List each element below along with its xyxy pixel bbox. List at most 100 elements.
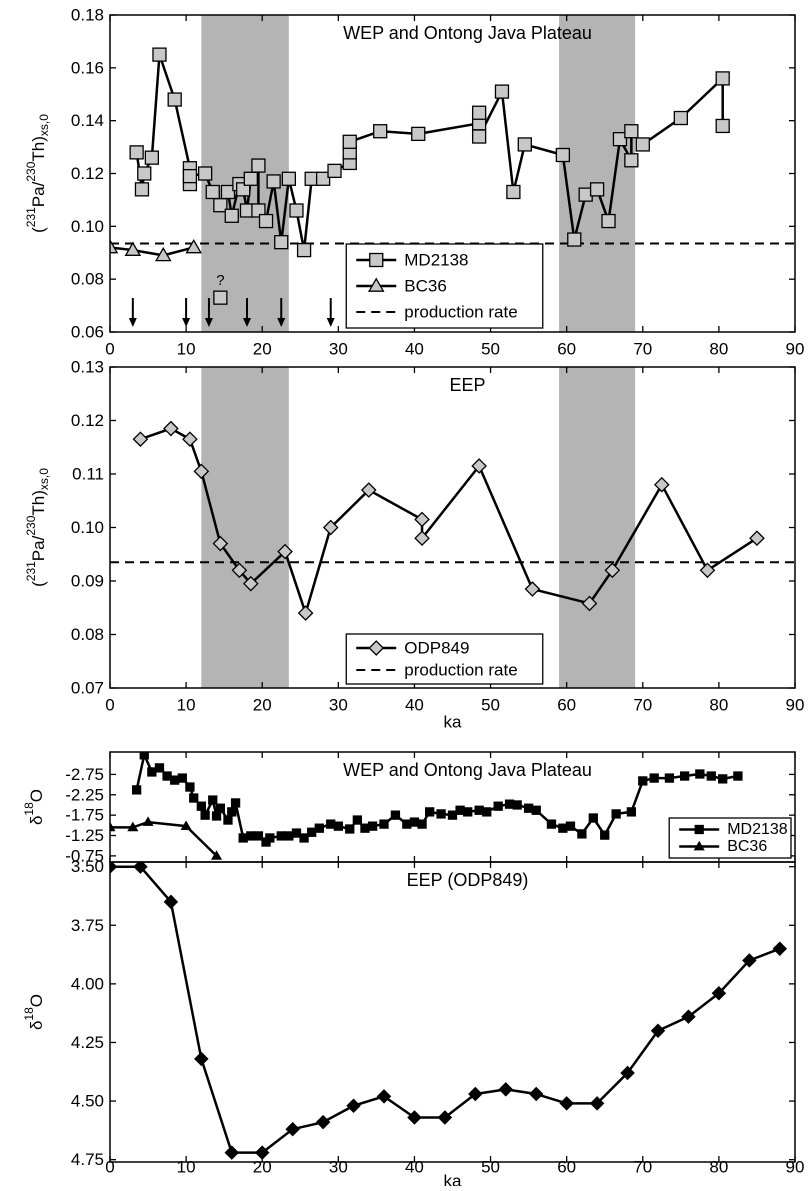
- marker-square: [296, 242, 312, 258]
- marker-square: [177, 773, 187, 783]
- marker-square: [471, 105, 487, 120]
- x-tick-label: 90: [786, 696, 805, 715]
- marker-square: [200, 810, 210, 820]
- marker-square: [213, 198, 228, 213]
- x-axis-label: ka: [444, 713, 463, 732]
- marker-triangle: [367, 277, 385, 292]
- series-line: [110, 820, 218, 857]
- marker-square: [276, 831, 286, 841]
- x-tick-label: 60: [557, 696, 576, 715]
- marker-square: [369, 252, 384, 268]
- marker-square: [281, 171, 297, 186]
- marker-square: [215, 803, 226, 813]
- marker-square: [673, 110, 688, 126]
- x-tick-label: 10: [177, 340, 196, 359]
- marker-square: [715, 118, 730, 134]
- marker-square: [436, 809, 446, 819]
- y-tick-label: 4.50: [71, 1092, 104, 1111]
- marker-diamond: [133, 862, 148, 874]
- series-line: [110, 246, 195, 257]
- plot-area: [110, 367, 795, 688]
- marker-diamond: [471, 458, 487, 474]
- marker-square: [223, 815, 233, 825]
- marker-square: [471, 129, 487, 144]
- y-axis-label-part: Th): [29, 136, 48, 162]
- y-tick-label: -2.75: [65, 765, 104, 784]
- marker-square: [546, 819, 557, 829]
- shaded-band: [559, 367, 636, 688]
- plot-area: [110, 752, 743, 860]
- arrow-head: [128, 318, 137, 327]
- x-tick-label: 20: [253, 340, 272, 359]
- marker-diamond: [297, 605, 314, 621]
- y-axis-label-part: xs,0: [37, 468, 51, 490]
- marker-diamond: [650, 1023, 666, 1038]
- marker-square: [134, 182, 150, 197]
- marker-square: [352, 815, 363, 825]
- marker-diamond: [653, 476, 670, 493]
- y-tick-label: 0.18: [71, 6, 104, 25]
- marker-square: [224, 208, 239, 223]
- marker-square: [649, 773, 659, 783]
- marker-square: [162, 771, 172, 781]
- y-axis-label-part: Th): [29, 490, 48, 516]
- marker-diamond: [581, 595, 598, 612]
- x-tick-label: 60: [557, 340, 576, 359]
- y-axis-label-part: 230: [24, 161, 38, 181]
- marker-square: [291, 828, 302, 838]
- marker-diamond: [524, 581, 541, 597]
- marker-square: [185, 782, 195, 792]
- y-axis-label: (231Pa/230Th)xs,0: [24, 114, 51, 233]
- arrow-head: [204, 318, 213, 327]
- marker-diamond: [224, 1145, 240, 1160]
- y-axis-label-part: 18: [22, 1007, 36, 1021]
- marker-square: [482, 807, 492, 817]
- y-axis-label: (231Pa/230Th)xs,0: [24, 468, 51, 587]
- x-tick-label: 20: [253, 1158, 272, 1177]
- marker-diamond: [407, 1110, 422, 1125]
- x-tick-label: 30: [329, 696, 348, 715]
- marker-diamond: [468, 1086, 483, 1102]
- legend-label: production rate: [404, 303, 517, 322]
- marker-diamond: [193, 463, 210, 480]
- y-tick-label: 0.13: [71, 358, 104, 377]
- y-tick-label: 0.09: [71, 572, 104, 591]
- marker-square: [706, 771, 716, 781]
- y-tick-label: 4.25: [71, 1033, 104, 1052]
- marker-square: [266, 174, 281, 189]
- marker-triangle: [110, 239, 119, 254]
- x-tick-label: 50: [481, 696, 500, 715]
- shaded-band: [201, 367, 289, 688]
- marker-square: [243, 171, 258, 186]
- marker-square: [152, 47, 167, 62]
- y-tick-label: 0.08: [71, 270, 104, 289]
- marker-diamond: [277, 543, 293, 560]
- marker-square: [577, 829, 587, 839]
- y-axis-label-part: O: [27, 789, 46, 802]
- legend-box: [668, 817, 792, 859]
- legend-box: [345, 633, 544, 685]
- y-tick-label: 0.12: [71, 164, 104, 183]
- arrow-head: [277, 318, 286, 327]
- chart-title: EEP: [449, 375, 485, 395]
- marker-square: [220, 184, 236, 200]
- marker-diamond: [699, 562, 716, 579]
- x-tick-label: 0: [105, 696, 114, 715]
- x-tick-label: 10: [177, 1158, 196, 1177]
- marker-diamond: [212, 535, 229, 552]
- marker-diamond: [414, 511, 430, 528]
- legend-label: MD2138: [404, 251, 468, 270]
- marker-diamond: [414, 530, 430, 547]
- y-axis-label-part: δ: [27, 1021, 46, 1030]
- marker-square: [718, 774, 728, 784]
- marker-square: [251, 203, 266, 218]
- y-axis-label-part: xs,0: [37, 114, 51, 136]
- marker-diamond: [110, 862, 118, 874]
- marker-square: [733, 771, 743, 781]
- marker-square: [236, 182, 251, 197]
- x-tick-label: 80: [709, 1158, 728, 1177]
- marker-square: [258, 213, 274, 229]
- marker-square: [612, 132, 628, 147]
- x-tick-label: 80: [709, 340, 728, 359]
